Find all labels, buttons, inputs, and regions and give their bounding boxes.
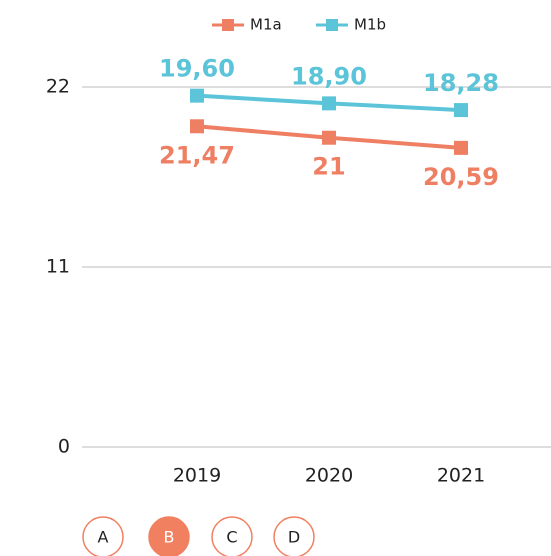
data-label: 21 [312,153,345,181]
point [322,130,336,145]
legend-label: M1b [354,16,386,34]
point [190,119,204,134]
data-label: 18,90 [291,62,367,90]
x-tick-label: 2019 [173,465,221,487]
button-label[interactable]: C [226,528,237,547]
y-tick-label: 0 [58,436,70,458]
point [190,88,204,103]
button[interactable] [211,516,253,556]
y-tick-label: 11 [46,256,70,278]
x-tick-label: 2021 [437,465,485,487]
button[interactable] [82,516,124,556]
button-label[interactable]: B [164,528,175,547]
legend-label: M1a [250,16,282,34]
button[interactable] [273,516,315,556]
data-label: 18,28 [423,69,499,97]
button[interactable] [148,516,190,556]
y-tick-label: 22 [46,76,70,98]
data-label: 19,60 [159,55,235,83]
point [454,103,468,118]
button-label[interactable]: D [288,528,300,547]
legend-marker [222,19,234,31]
point [454,140,468,155]
x-tick-label: 2020 [305,465,353,487]
legend-marker [326,19,338,31]
data-label: 21,47 [159,141,235,169]
data-label: 20,59 [423,163,499,191]
point [322,96,336,111]
button-label[interactable]: A [98,528,109,547]
